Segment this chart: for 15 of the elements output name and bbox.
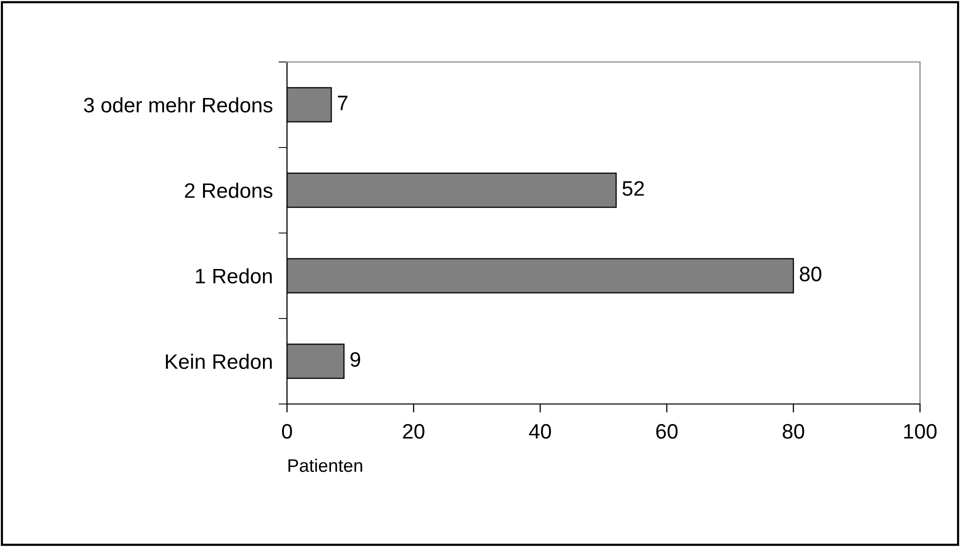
x-tick-label: 60 xyxy=(656,424,678,439)
x-tick-label: 20 xyxy=(403,424,424,439)
data-label: 52 xyxy=(622,181,644,196)
x-tick-label: 100 xyxy=(904,424,937,439)
y-tick-label: 3 oder mehr Redons xyxy=(84,97,272,113)
data-label: 80 xyxy=(800,266,822,282)
data-label: 7 xyxy=(338,96,348,110)
x-tick-label: 80 xyxy=(782,424,804,439)
x-tick-label: 0 xyxy=(282,424,292,439)
x-tick-label: 40 xyxy=(529,424,551,439)
y-tick-label: 2 Redons xyxy=(184,182,272,198)
y-tick-label: 1 Redon xyxy=(196,268,272,284)
y-tick-label: Kein Redon xyxy=(166,354,272,370)
data-label: 9 xyxy=(350,352,360,367)
x-axis-title: Patienten xyxy=(288,458,362,472)
